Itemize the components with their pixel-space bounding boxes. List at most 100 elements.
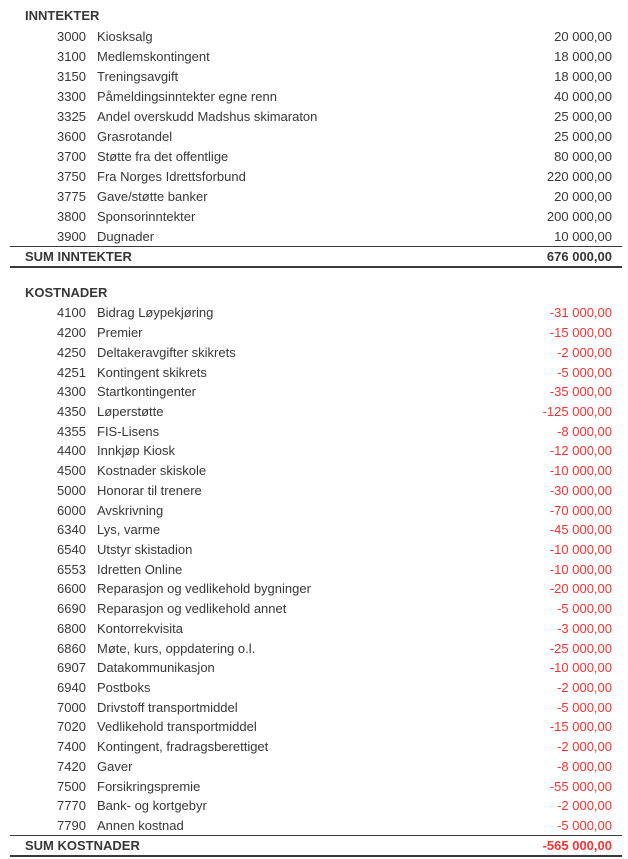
amount-value: -5 000,00 xyxy=(557,699,612,715)
account-label: Støtte fra det offentlige xyxy=(97,148,229,164)
amount-value: -10 000,00 xyxy=(549,660,612,676)
amount-value: -55 000,00 xyxy=(549,778,612,794)
account-label: Utstyr skistadion xyxy=(97,541,193,557)
account-row: 3800 Sponsorinntekter 200 000,00 xyxy=(10,206,622,226)
account-row: 3600 Grasrotandel 25 000,00 xyxy=(10,126,622,146)
account-label: Reparasjon og vedlikehold annet xyxy=(97,601,287,617)
amount-value: 20 000,00 xyxy=(554,28,612,44)
account-label: Innkjøp Kiosk xyxy=(97,443,176,459)
account-number: 6000 xyxy=(57,502,86,518)
account-number: 7770 xyxy=(57,798,86,814)
account-label: Kiosksalg xyxy=(97,28,153,44)
account-label: Kontingent, fradragsberettiget xyxy=(97,739,269,755)
amount-value: -35 000,00 xyxy=(549,384,612,400)
account-row: 3000 Kiosksalg 20 000,00 xyxy=(10,26,622,46)
amount-value: -10 000,00 xyxy=(549,541,612,557)
account-label: Honorar til trenere xyxy=(97,482,202,498)
account-row: 4500 Kostnader skiskole -10 000,00 xyxy=(10,461,622,481)
account-number: 6540 xyxy=(57,541,86,557)
account-number: 4300 xyxy=(57,384,86,400)
account-label: Startkontingenter xyxy=(97,384,197,400)
amount-value: -5 000,00 xyxy=(557,601,612,617)
amount-value: 18 000,00 xyxy=(554,48,612,64)
account-row: 4355 FIS-Lisens -8 000,00 xyxy=(10,421,622,441)
account-label: Datakommunikasjon xyxy=(97,660,215,676)
account-row: 4400 Innkjøp Kiosk -12 000,00 xyxy=(10,441,622,461)
account-number: 4250 xyxy=(57,344,86,360)
account-label: Deltakeravgifter skikrets xyxy=(97,344,236,360)
amount-value: 220 000,00 xyxy=(546,168,612,184)
account-row: 4251 Kontingent skikrets -5 000,00 xyxy=(10,362,622,382)
amount-value: -8 000,00 xyxy=(557,758,612,774)
account-number: 3100 xyxy=(57,48,86,64)
amount-value: -20 000,00 xyxy=(549,581,612,597)
account-row: 4200 Premier -15 000,00 xyxy=(10,323,622,343)
amount-value: -2 000,00 xyxy=(557,739,612,755)
account-number: 4500 xyxy=(57,463,86,479)
amount-value: -2 000,00 xyxy=(557,344,612,360)
account-number: 7500 xyxy=(57,778,86,794)
account-label: Kostnader skiskole xyxy=(97,463,207,479)
account-number: 4251 xyxy=(57,364,86,380)
account-number: 7020 xyxy=(57,719,86,735)
amount-value: 10 000,00 xyxy=(554,228,612,244)
account-number: 4100 xyxy=(57,305,86,321)
amount-value: 40 000,00 xyxy=(554,88,612,104)
account-number: 6553 xyxy=(57,561,86,577)
account-label: Medlemskontingent xyxy=(97,48,210,64)
amount-value: -70 000,00 xyxy=(549,502,612,518)
account-label: Sponsorinntekter xyxy=(97,208,196,224)
account-number: 3900 xyxy=(57,228,86,244)
account-label: Fra Norges Idrettsforbund xyxy=(97,168,246,184)
account-row: 6600 Reparasjon og vedlikehold bygninger -… xyxy=(10,579,622,599)
account-label: Møte, kurs, oppdatering o.l. xyxy=(97,640,256,656)
amount-value: -5 000,00 xyxy=(557,818,612,834)
account-row: 4100 Bidrag Løypekjøring -31 000,00 xyxy=(10,303,622,323)
account-number: 4200 xyxy=(57,325,86,341)
account-number: 7420 xyxy=(57,758,86,774)
account-row: 6940 Postboks -2 000,00 xyxy=(10,678,622,698)
sum-amount: -565 000,00 xyxy=(542,838,612,854)
account-number: 7400 xyxy=(57,739,86,755)
account-label: Reparasjon og vedlikehold bygninger xyxy=(97,581,311,597)
account-label: Vedlikehold transportmiddel xyxy=(97,719,257,735)
sum-amount: 676 000,00 xyxy=(546,249,612,264)
amount-value: 200 000,00 xyxy=(546,208,612,224)
account-row: 7400 Kontingent, fradragsberettiget -2 000… xyxy=(10,737,622,757)
amount-value: 25 000,00 xyxy=(554,108,612,124)
account-row: 5000 Honorar til trenere -30 000,00 xyxy=(10,480,622,500)
account-row: 7790 Annen kostnad -5 000,00 xyxy=(10,816,622,836)
account-label: Drivstoff transportmiddel xyxy=(97,699,238,715)
account-label: Løperstøtte xyxy=(97,403,164,419)
account-number: 4400 xyxy=(57,443,86,459)
account-row: 7000 Drivstoff transportmiddel -5 000,00 xyxy=(10,697,622,717)
amount-value: 18 000,00 xyxy=(554,68,612,84)
account-number: 3800 xyxy=(57,208,86,224)
account-row: 7770 Bank- og kortgebyr -2 000,00 xyxy=(10,796,622,816)
account-label: Avskrivning xyxy=(97,502,164,518)
account-label: Lys, varme xyxy=(97,522,161,538)
account-row: 6800 Kontorrekvisita -3 000,00 xyxy=(10,619,622,639)
amount-value: -5 000,00 xyxy=(557,364,612,380)
account-label: Kontorrekvisita xyxy=(97,620,183,636)
account-row: 6907 Datakommunikasjon -10 000,00 xyxy=(10,658,622,678)
account-row: 6340 Lys, varme -45 000,00 xyxy=(10,520,622,540)
amount-value: -12 000,00 xyxy=(549,443,612,459)
account-label: Forsikringspremie xyxy=(97,778,201,794)
amount-value: 80 000,00 xyxy=(554,148,612,164)
account-row: 6860 Møte, kurs, oppdatering o.l. -25 000,… xyxy=(10,638,622,658)
account-row: 6540 Utstyr skistadion -10 000,00 xyxy=(10,540,622,560)
account-number: 5000 xyxy=(57,482,86,498)
account-number: 3150 xyxy=(57,68,86,84)
section-kostnader: KOSTNADER 4100 Bidrag Løypekjøring -31 000,… xyxy=(10,283,622,858)
amount-value: 20 000,00 xyxy=(554,188,612,204)
account-label: Kontingent skikrets xyxy=(97,364,207,380)
account-label: Bidrag Løypekjøring xyxy=(97,305,214,321)
account-number: 6940 xyxy=(57,680,86,696)
account-row: 3300 Påmeldingsinntekter egne renn 40 000,… xyxy=(10,86,622,106)
amount-value: -2 000,00 xyxy=(557,798,612,814)
account-number: 6800 xyxy=(57,620,86,636)
account-label: Treningsavgift xyxy=(97,68,179,84)
account-label: FIS-Lisens xyxy=(97,423,160,439)
account-label: Gaver xyxy=(97,758,133,774)
